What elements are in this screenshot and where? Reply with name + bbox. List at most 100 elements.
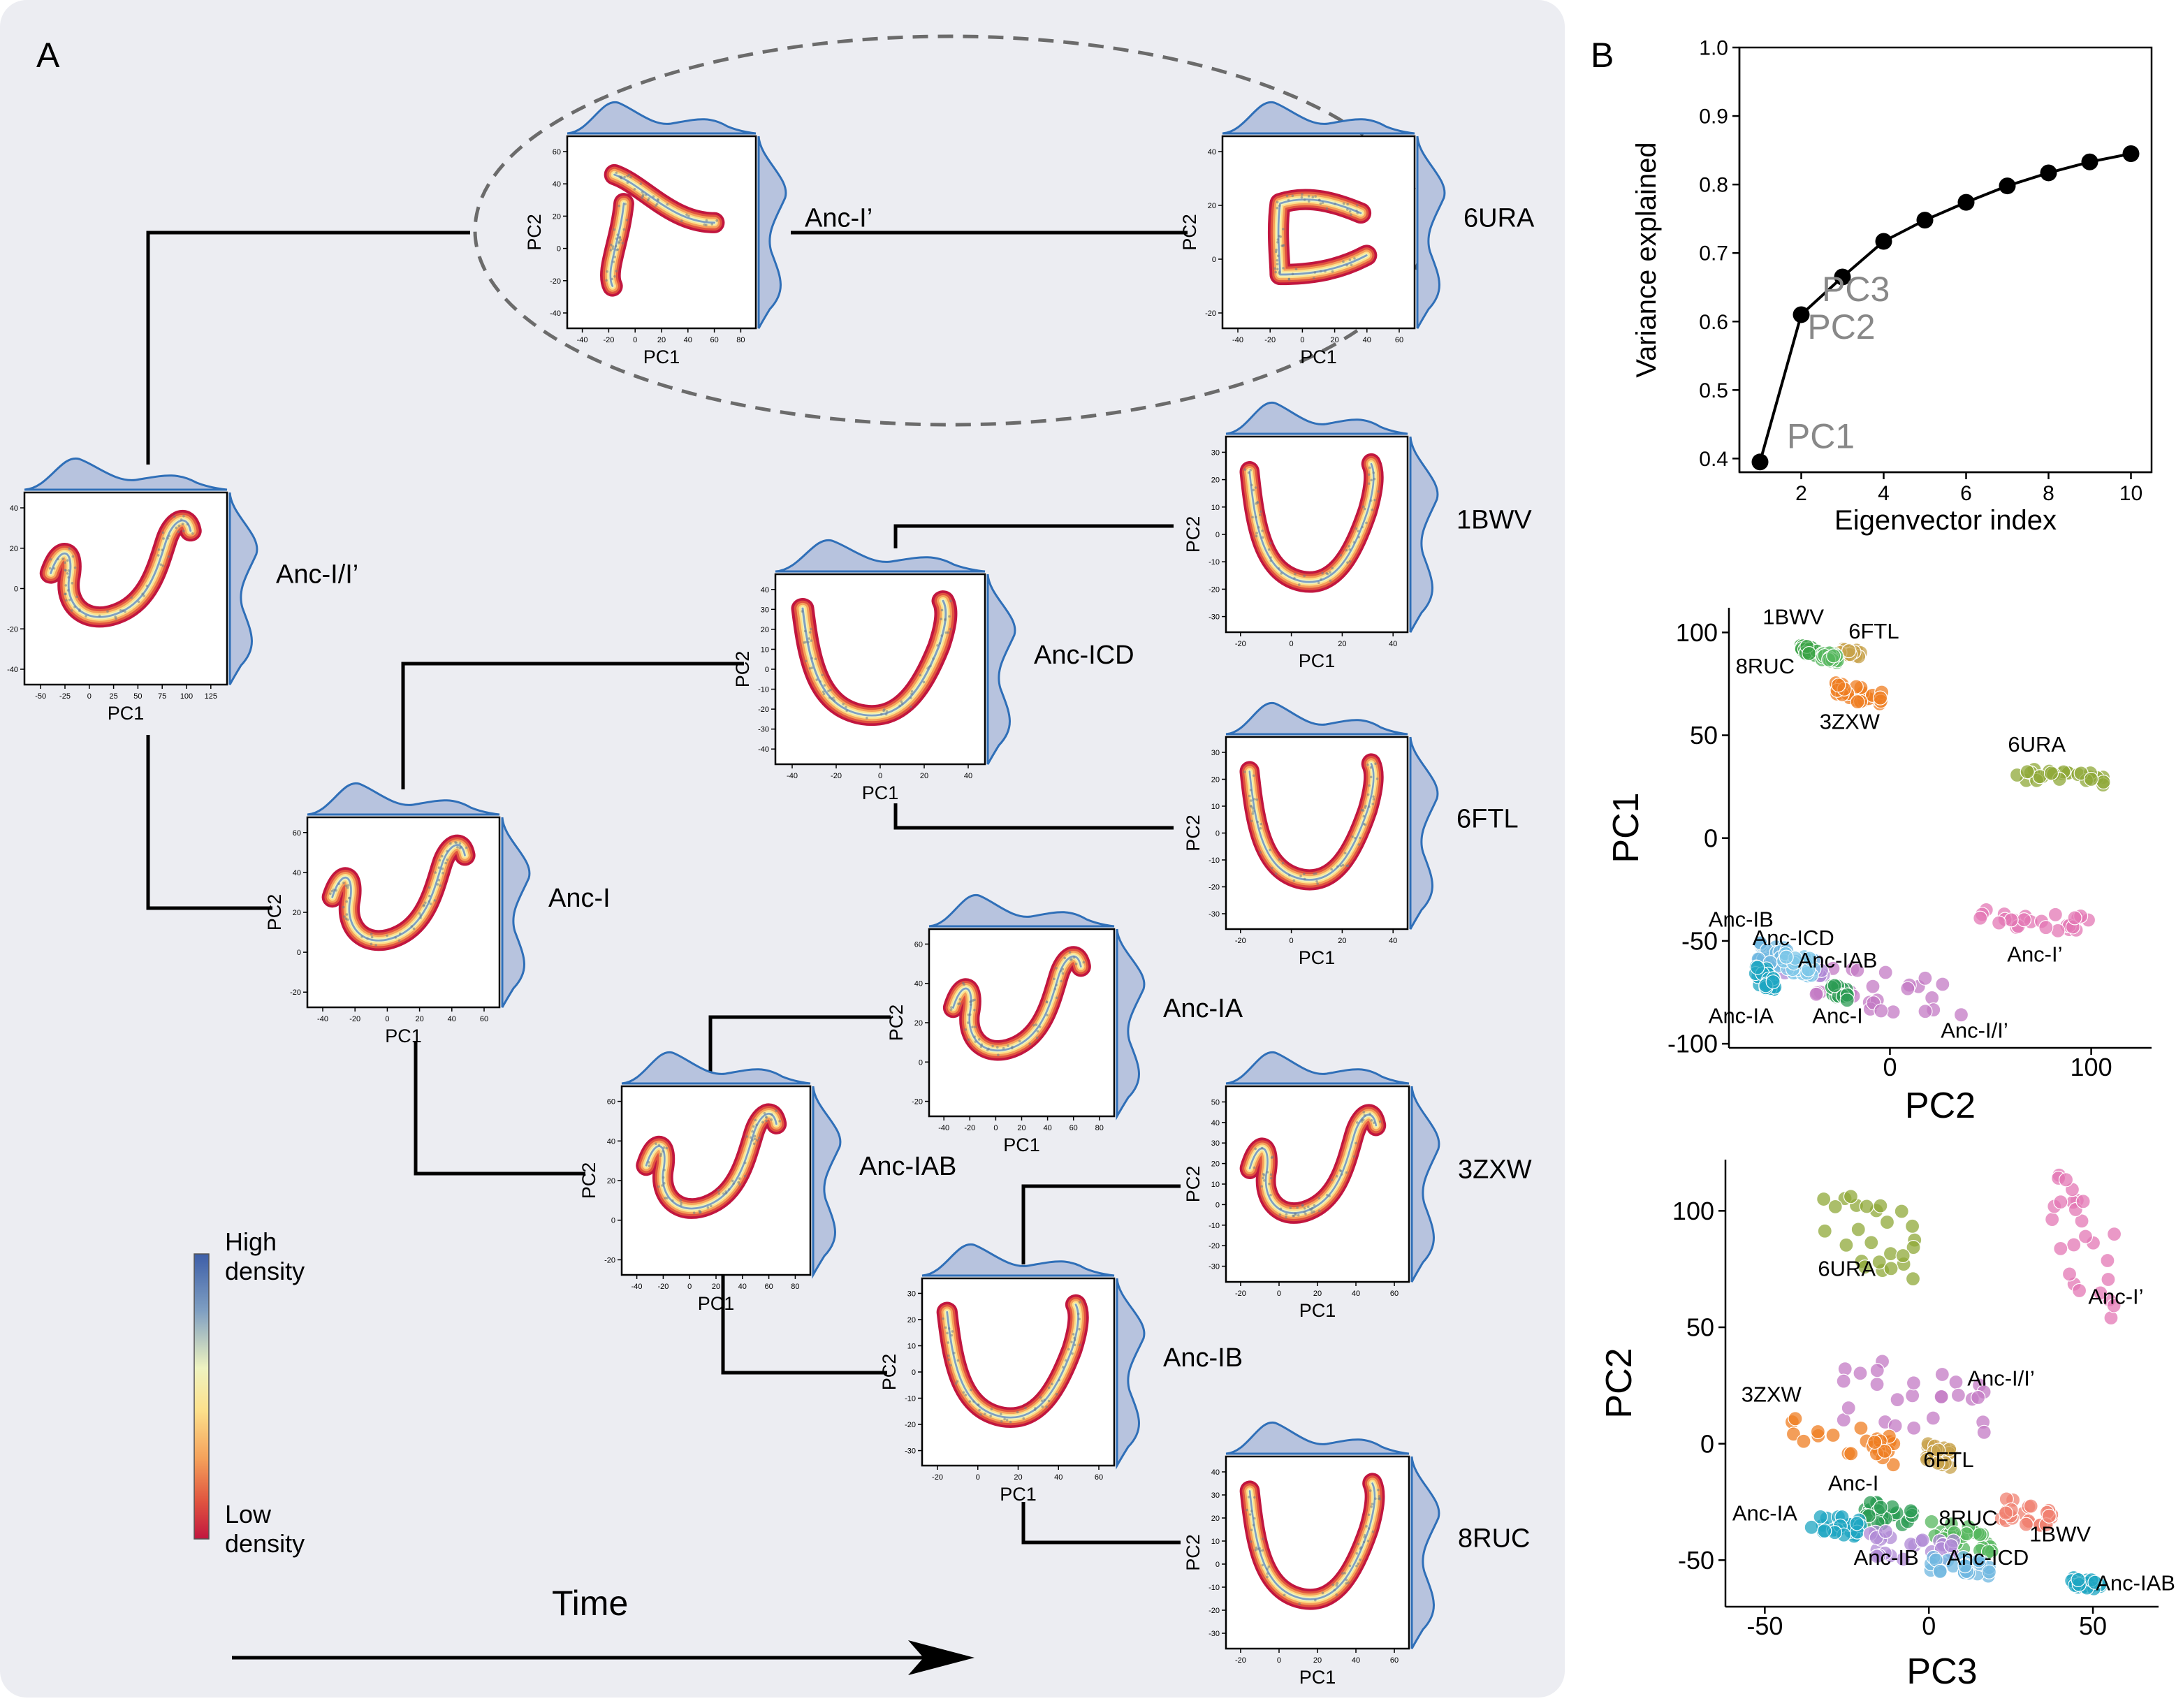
density-point	[1319, 202, 1322, 205]
density-point	[968, 1013, 972, 1016]
density-point	[1367, 473, 1371, 476]
x-tick-label: 2	[1795, 482, 1807, 505]
node-density	[1239, 753, 1384, 891]
right-marginal-density	[228, 492, 258, 685]
node-label: Anc-I’	[805, 203, 873, 233]
density-point	[1007, 1044, 1009, 1047]
node-ytick-label: -20	[912, 1098, 923, 1107]
density-point	[808, 631, 812, 634]
density-point	[1078, 1343, 1081, 1347]
density-point	[182, 514, 185, 518]
series-Anc-I	[1857, 1495, 1920, 1533]
density-point	[958, 1002, 961, 1005]
pc-annotation: PC1	[1787, 417, 1855, 456]
density-point	[1266, 1171, 1269, 1174]
scatter-point	[1827, 1199, 1843, 1214]
node-label: Anc-IA	[1163, 994, 1243, 1023]
scatter-point	[1935, 977, 1950, 992]
density-point	[1047, 1399, 1051, 1403]
density-point	[1060, 970, 1063, 972]
density-band-5	[331, 844, 466, 942]
density-point	[1009, 1420, 1012, 1424]
density-point	[1373, 498, 1376, 502]
density-point	[1276, 238, 1280, 241]
density-point	[182, 530, 185, 532]
density-point	[424, 901, 427, 905]
density-point	[1076, 1312, 1080, 1315]
node-ytick-label: 60	[293, 829, 301, 838]
scatter-point	[1883, 1261, 1899, 1276]
density-point	[1378, 1120, 1382, 1123]
density-point	[1368, 466, 1371, 469]
panel-a-letter: A	[36, 36, 60, 75]
scatter-point	[1906, 1375, 1922, 1391]
density-point	[48, 567, 52, 570]
density-point	[970, 1000, 972, 1003]
right-marginal-density	[1409, 736, 1439, 930]
density-point	[1354, 836, 1357, 840]
edge-anc-iab-to-anc-ib	[721, 1275, 887, 1375]
density-point	[1299, 875, 1302, 877]
density-point	[662, 1176, 665, 1179]
scatter-point	[1750, 960, 1765, 975]
node-xlabel: PC1	[1300, 346, 1337, 367]
density-point	[1303, 1211, 1306, 1213]
density-point	[948, 615, 951, 618]
node-xlabel: PC1	[1299, 947, 1336, 968]
top-marginal-density	[921, 1243, 1115, 1277]
density-point	[972, 1400, 975, 1403]
density-point	[1355, 1552, 1359, 1555]
density-point	[662, 1182, 666, 1185]
density-band-5	[946, 1304, 1079, 1419]
density-point	[765, 1119, 768, 1123]
node-xlabel: PC1	[1299, 650, 1336, 671]
density-point	[180, 518, 183, 521]
node-ytick-label: 40	[1208, 148, 1216, 156]
density-point	[944, 1326, 947, 1329]
density-point	[1357, 536, 1361, 539]
density-point	[804, 659, 808, 663]
density-point	[1055, 1392, 1058, 1396]
density-point	[106, 610, 109, 613]
density-point	[1319, 270, 1322, 273]
density-point	[71, 555, 75, 558]
top-marginal-density	[1225, 1421, 1410, 1455]
density-point	[968, 1400, 972, 1403]
density-point	[456, 845, 459, 849]
density-point	[616, 248, 620, 251]
node-xtick-label: 20	[1330, 336, 1338, 344]
node-xlabel: PC1	[385, 1025, 422, 1046]
panel-a-background	[0, 0, 1565, 1698]
density-point	[458, 842, 462, 845]
scatter-point	[1915, 1533, 1930, 1548]
node-anc-iab: -40 -20 0 20 40 60 80 60 40 20 0 -20 PC1 PC2 Anc-IAB	[578, 1051, 956, 1314]
point-label: 1BWV	[1762, 605, 1824, 629]
density-point	[1047, 1386, 1051, 1389]
density-point	[1055, 967, 1058, 970]
density-point	[1294, 573, 1297, 576]
density-point	[680, 1204, 682, 1207]
node-frame	[1221, 135, 1416, 330]
density-point	[1359, 836, 1361, 840]
density-point	[666, 203, 669, 206]
scatter-point	[1869, 1377, 1885, 1392]
node-density	[1267, 189, 1378, 286]
density-point	[119, 608, 122, 612]
node-xtick-label: 40	[1054, 1473, 1063, 1482]
density-point	[621, 242, 625, 244]
scatter-point	[1874, 1003, 1889, 1019]
node-ytick-label: 0	[912, 1368, 916, 1377]
density-point	[1310, 1206, 1314, 1210]
y-axis-label: PC1	[1606, 792, 1647, 863]
x-tick-label: -50	[1746, 1612, 1783, 1640]
density-point	[1294, 268, 1298, 270]
density-point	[49, 557, 52, 561]
density-point	[1251, 812, 1255, 815]
node-label: Anc-ICD	[1034, 641, 1134, 670]
scatter-point	[1992, 915, 2007, 930]
density-point	[419, 914, 423, 917]
node-xtick-label: 20	[1338, 640, 1346, 648]
density-point	[1253, 1517, 1256, 1520]
point-label: 1BWV	[2029, 1522, 2091, 1547]
density-point	[1369, 775, 1373, 779]
